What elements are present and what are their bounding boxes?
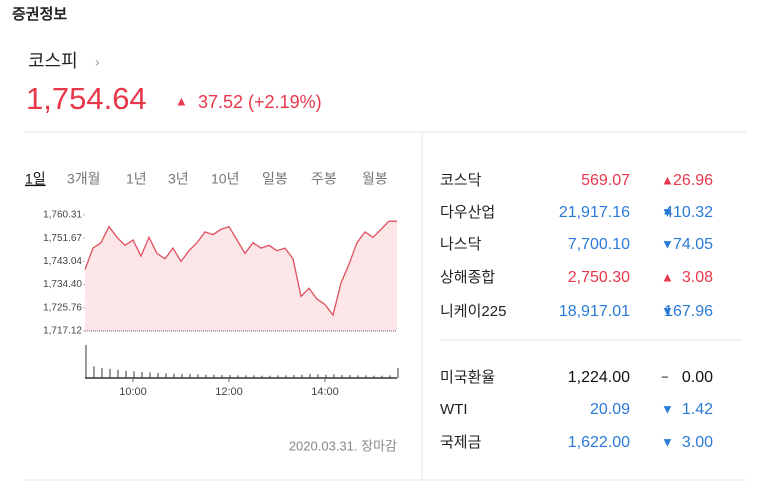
market-name[interactable]: 다우산업	[440, 204, 495, 221]
market-value: 7,700.10	[568, 236, 630, 253]
index-name[interactable]: 코스피	[28, 51, 78, 71]
market-arrow: ▼	[661, 236, 674, 251]
period-tab[interactable]: 1년	[126, 171, 147, 187]
x-tick-label: 12:00	[215, 386, 243, 398]
market-change: 3.00	[682, 434, 713, 451]
market-name[interactable]: 미국환율	[440, 369, 495, 386]
period-tab[interactable]: 3개월	[67, 171, 101, 187]
market-change: 1.42	[682, 401, 713, 418]
y-tick-label: 1,751.67	[43, 233, 82, 244]
index-price: 1,754.64	[26, 81, 147, 116]
market-arrow: ▲	[661, 172, 674, 187]
market-arrow: ▼	[661, 401, 674, 416]
chart-date: 2020.03.31. 장마감	[289, 438, 397, 453]
period-tab[interactable]: 1일	[25, 171, 46, 187]
market-arrow: ▼	[661, 204, 674, 219]
market-name[interactable]: 코스닥	[440, 172, 482, 189]
market-name[interactable]: 국제금	[440, 434, 482, 451]
market-arrow: −	[661, 369, 669, 384]
market-value: 21,917.16	[559, 204, 630, 221]
market-arrow: ▼	[661, 434, 674, 449]
market-change: 410.32	[664, 204, 713, 221]
period-tab[interactable]: 10년	[211, 171, 239, 187]
period-tab[interactable]: 월봉	[362, 171, 388, 187]
period-tab[interactable]: 3년	[168, 171, 189, 187]
market-change: 74.05	[673, 236, 713, 253]
price-area	[85, 221, 397, 331]
market-name[interactable]: 상해종합	[440, 269, 495, 286]
y-tick-label: 1,743.04	[43, 256, 82, 267]
market-value: 18,917.01	[559, 303, 630, 320]
market-value: 1,622.00	[568, 434, 630, 451]
market-value: 2,750.30	[568, 269, 630, 286]
x-tick-label: 14:00	[311, 386, 339, 398]
period-tab[interactable]: 주봉	[311, 171, 337, 187]
market-value: 569.07	[581, 172, 630, 189]
market-name[interactable]: 니케이225	[440, 303, 506, 320]
y-tick-label: 1,717.12	[43, 326, 82, 337]
market-change: 3.08	[682, 269, 713, 286]
index-arrow: ▲	[175, 93, 188, 108]
market-name[interactable]: WTI	[440, 401, 468, 418]
market-change: 26.96	[673, 172, 713, 189]
market-change: 167.96	[664, 303, 713, 320]
header-title: 증권정보	[12, 5, 67, 23]
y-tick-label: 1,760.31	[43, 210, 82, 221]
period-tab[interactable]: 일봉	[262, 171, 288, 187]
y-tick-label: 1,734.40	[43, 279, 82, 290]
price-line	[84, 220, 397, 317]
market-arrow: ▼	[661, 303, 674, 318]
market-name[interactable]: 나스닥	[440, 236, 482, 253]
market-arrow: ▲	[661, 269, 674, 284]
index-link-mark[interactable]: ›	[95, 54, 100, 70]
market-change: 0.00	[682, 369, 713, 386]
index-change: 37.52 (+2.19%)	[198, 92, 322, 112]
market-value: 1,224.00	[568, 369, 630, 386]
market-value: 20.09	[590, 401, 630, 418]
y-tick-label: 1,725.76	[43, 302, 82, 313]
x-tick-label: 10:00	[119, 386, 147, 398]
